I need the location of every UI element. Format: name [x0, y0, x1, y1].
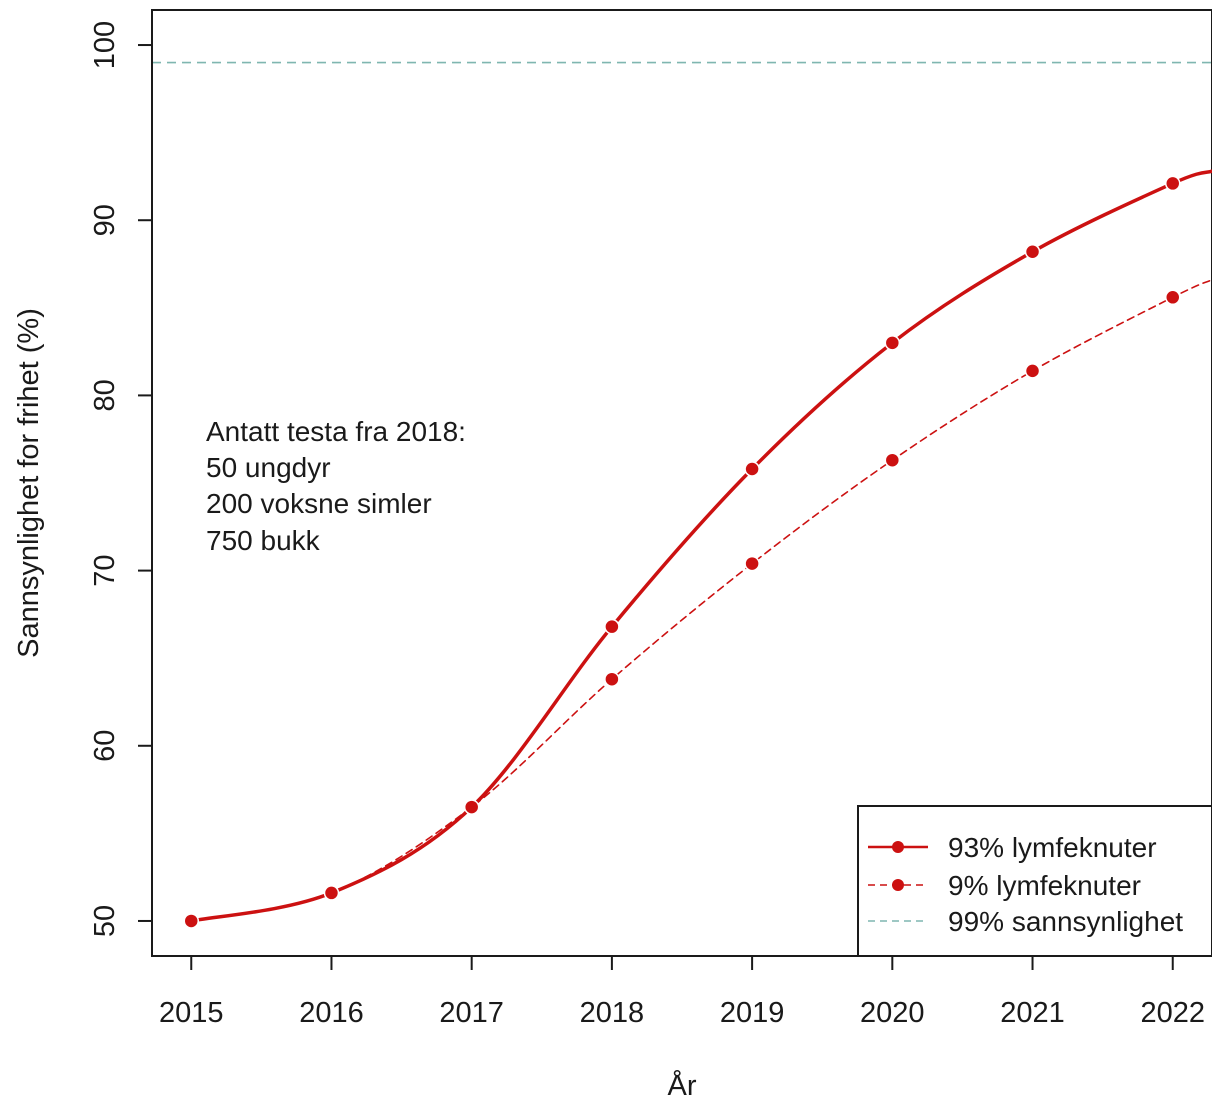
x-axis-title: År — [668, 1069, 697, 1101]
axes-layer: 2015 2016 2017 2018 2019 2020 2021 2022 50 60 70 80… — [89, 21, 1205, 1029]
annotation-line: 50 ungdyr — [206, 452, 331, 483]
x-tick-label: 2015 — [159, 997, 224, 1029]
series-line — [189, 169, 1212, 923]
legend-swatch-marker — [892, 841, 904, 853]
y-tick-label: 100 — [89, 21, 121, 69]
data-point — [1164, 289, 1181, 306]
data-point — [183, 913, 200, 929]
y-tick-label: 80 — [89, 379, 121, 411]
data-point — [1164, 175, 1181, 192]
legend-entry-99: 99% sannsynlighet — [868, 906, 1183, 937]
data-point — [463, 799, 480, 815]
y-tick-label: 50 — [89, 905, 121, 937]
annotation: Antatt testa fra 2018: 50 ungdyr 200 vok… — [206, 416, 466, 556]
x-tick-label: 2021 — [1000, 997, 1065, 1029]
x-tick-label: 2017 — [439, 997, 504, 1029]
legend-label: 93% lymfeknuter — [948, 832, 1157, 863]
y-tick-label: 70 — [89, 554, 121, 586]
annotation-line: Antatt testa fra 2018: — [206, 416, 466, 447]
data-point — [604, 618, 620, 635]
legend-label: 9% lymfeknuter — [948, 870, 1141, 901]
data-point — [884, 335, 901, 351]
data-point — [323, 885, 340, 901]
legend-swatch-marker — [892, 879, 904, 891]
data-point — [744, 555, 760, 572]
data-point — [1024, 244, 1041, 260]
x-tick-label: 2020 — [860, 997, 925, 1029]
data-point — [604, 671, 620, 687]
legend-box — [857, 805, 1212, 957]
legend-entry-93: 93% lymfeknuter — [868, 832, 1157, 863]
legend: 93% lymfeknuter 9% lymfeknuter 99% sanns… — [857, 805, 1212, 957]
data-point — [1024, 363, 1041, 379]
data-point — [744, 461, 760, 477]
x-tick-label: 2022 — [1140, 997, 1205, 1029]
legend-entry-9: 9% lymfeknuter — [868, 870, 1141, 901]
y-tick-label: 60 — [89, 730, 121, 762]
x-tick-label: 2018 — [580, 997, 645, 1029]
x-tick-label: 2019 — [720, 997, 785, 1029]
series-layer — [183, 169, 1212, 929]
y-tick-label: 90 — [89, 204, 121, 236]
legend-label: 99% sannsynlighet — [948, 906, 1183, 937]
x-tick-label: 2016 — [299, 997, 364, 1029]
annotation-line: 750 bukk — [206, 525, 321, 556]
data-point — [884, 452, 901, 468]
annotation-line: 200 voksne simler — [206, 488, 432, 519]
y-axis-title: Sannsynlighet for frihet (%) — [13, 308, 45, 658]
